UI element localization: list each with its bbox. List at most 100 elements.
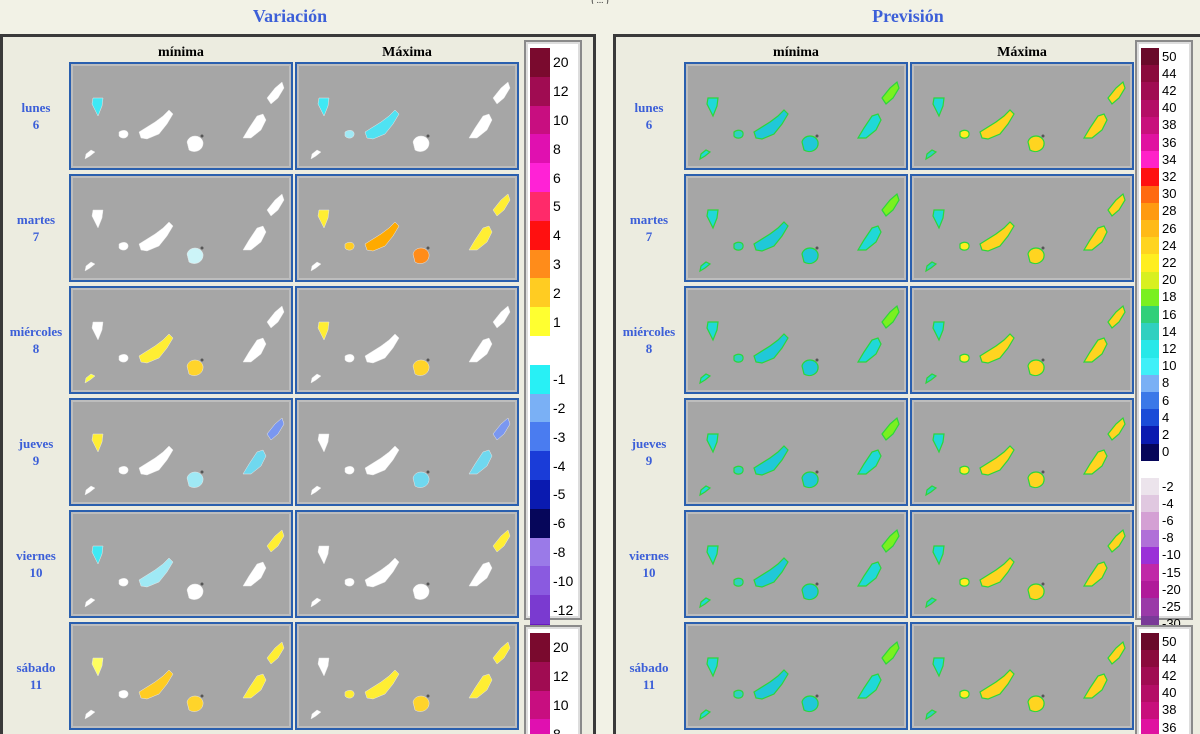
legend-entry: 2 (1141, 426, 1170, 444)
legend-swatch (530, 393, 550, 423)
legend-entry: 28 (1141, 202, 1176, 220)
legend-entry: 5 (530, 192, 561, 221)
day-number: 8 (645, 341, 653, 356)
island-shape (856, 113, 882, 139)
island-shape (317, 657, 330, 677)
legend-entry: 6 (1141, 392, 1169, 410)
island-shape (91, 97, 104, 117)
legend-entry: 34 (1141, 151, 1176, 169)
legend-entry: 22 (1141, 254, 1177, 272)
island-shape (84, 373, 96, 384)
island-shape (492, 529, 511, 553)
day-name: viernes (629, 548, 669, 563)
island-shape (979, 445, 1015, 476)
day-name: lunes (21, 100, 51, 115)
variacion-panel: mínima Máxima lunes 6 martes 7 miércoles 8 jue… (0, 34, 596, 734)
legend-label: -2 (553, 399, 566, 416)
legend-entry: -2 (530, 393, 566, 423)
map-marker (815, 358, 819, 362)
legend-swatch (1141, 564, 1159, 582)
legend-swatch (1141, 650, 1159, 668)
island-shape (492, 305, 511, 329)
island-shape (492, 81, 511, 105)
day-number: 6 (645, 117, 653, 132)
island-shape (1027, 471, 1045, 489)
island-shape (959, 129, 970, 139)
map-marker (200, 134, 204, 138)
island-shape (492, 193, 511, 217)
legend-entry (530, 336, 553, 365)
map-marker (200, 694, 204, 698)
island-shape (310, 373, 322, 384)
island-shape (266, 81, 285, 105)
legend-entry: -6 (1141, 512, 1174, 530)
legend-entry: 6 (530, 163, 561, 192)
legend-label: 22 (1162, 254, 1177, 270)
page-subtitle: ( ... ) (500, 0, 700, 4)
day-number: 7 (645, 229, 653, 244)
island-shape (1082, 673, 1108, 699)
island-shape (118, 466, 129, 475)
island-shape (266, 641, 285, 665)
day-label: martes 7 (616, 211, 682, 245)
island-shape (925, 709, 938, 721)
legend-swatch (530, 278, 550, 308)
variacion-min-map (69, 398, 293, 506)
legend-swatch (530, 451, 550, 480)
day-label: miércoles 8 (3, 323, 69, 357)
legend-entry: 16 (1141, 306, 1176, 324)
legend-label: -3 (553, 428, 566, 445)
legend-swatch (1141, 340, 1159, 358)
island-shape (91, 433, 104, 453)
island-shape (932, 209, 945, 230)
variacion-min-map (69, 510, 293, 618)
island-shape (1107, 416, 1126, 441)
prevision-legend: 50 44 42 40 38 36 34 32 30 28 26 24 22 20 18 16 14 12 10 8 6… (1135, 40, 1193, 633)
prevision-min-map (684, 398, 908, 506)
island-shape (1082, 225, 1108, 251)
legend-entry: -4 (1141, 495, 1174, 513)
map-marker (1041, 358, 1045, 362)
island-shape (1107, 528, 1126, 553)
island-shape (242, 113, 267, 139)
island-shape (242, 673, 267, 699)
island-shape (344, 690, 355, 699)
map-marker (200, 246, 204, 250)
legend-label: 12 (1162, 340, 1177, 356)
legend-swatch (1141, 460, 1159, 478)
island-shape (881, 192, 900, 217)
legend-swatch (1141, 495, 1159, 513)
legend-label: 2 (1162, 426, 1170, 442)
legend-label: 40 (1162, 100, 1177, 116)
legend-swatch (1141, 598, 1159, 616)
island-shape (468, 337, 493, 363)
legend-swatch (1141, 426, 1159, 444)
island-shape (932, 321, 945, 342)
legend-label: 6 (553, 169, 561, 186)
island-shape (317, 321, 330, 341)
map-marker (815, 470, 819, 474)
day-label: viernes 10 (3, 547, 69, 581)
legend-label: 44 (1162, 650, 1177, 666)
legend-swatch (530, 192, 550, 221)
island-shape (242, 561, 267, 587)
island-shape (344, 466, 355, 475)
legend-entry: -15 (1141, 564, 1181, 582)
island-shape (932, 657, 945, 678)
island-shape (959, 689, 970, 699)
legend-label: 5 (553, 198, 561, 215)
legend-swatch (530, 422, 550, 452)
island-shape (979, 221, 1015, 252)
variacion-col-max: Máxima (382, 45, 432, 60)
island-shape (733, 129, 744, 139)
legend-label: 8 (1162, 375, 1170, 391)
island-shape (412, 359, 430, 376)
island-shape (801, 359, 819, 377)
day-number: 10 (642, 565, 656, 580)
legend-label: 20 (553, 639, 569, 656)
island-shape (344, 354, 355, 363)
island-shape (699, 485, 712, 497)
island-shape (932, 545, 945, 566)
island-shape (138, 333, 174, 364)
legend-label: 8 (553, 725, 561, 734)
